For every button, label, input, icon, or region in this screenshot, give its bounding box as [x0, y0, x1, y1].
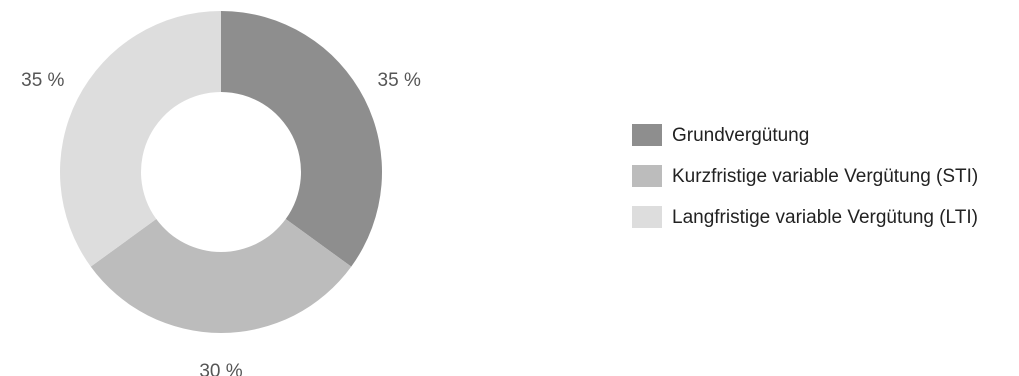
- legend-label-sti: Kurzfristige variable Vergütung (STI): [672, 166, 978, 187]
- donut-slice-sti: [90, 219, 352, 333]
- legend-swatch-lti: [632, 206, 662, 228]
- chart-legend: Grundvergütung Kurzfristige variable Verg…: [632, 124, 978, 228]
- legend-swatch-sti: [632, 165, 662, 187]
- donut-slice-grundverguetung: [221, 11, 382, 267]
- donut-slices: [60, 11, 382, 333]
- donut-slice-lti: [60, 11, 222, 267]
- slice-value-label-lti: 35 %: [21, 70, 64, 91]
- slice-value-label-sti: 30 %: [199, 361, 242, 376]
- slice-value-label-grundverguetung: 35 %: [378, 70, 421, 91]
- legend-label-grundverguetung: Grundvergütung: [672, 125, 809, 146]
- legend-label-lti: Langfristige variable Vergütung (LTI): [672, 207, 978, 228]
- donut-value-labels: 35 % 30 % 35 %: [21, 70, 421, 376]
- legend-swatch-grundverguetung: [632, 124, 662, 146]
